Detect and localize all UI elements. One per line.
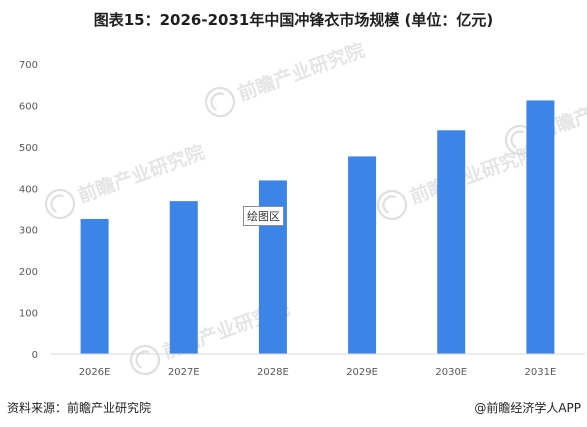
x-axis: 2026E 2027E 2028E 2029E 2030E 2031E bbox=[79, 367, 557, 378]
x-tick-label: 2027E bbox=[168, 367, 200, 378]
y-tick-label: 0 bbox=[32, 350, 38, 361]
y-tick-label: 600 bbox=[19, 101, 38, 112]
x-tick-label: 2026E bbox=[79, 367, 111, 378]
credit-note: @前瞻经济学人APP bbox=[474, 401, 581, 415]
watermark-text: 前瞻产业研究院 bbox=[235, 38, 368, 105]
y-tick-label: 700 bbox=[19, 60, 38, 71]
x-tick-label: 2028E bbox=[257, 367, 289, 378]
watermark: 前瞻产业研究院 bbox=[204, 38, 368, 118]
source-note: 资料来源：前瞻产业研究院 bbox=[7, 401, 152, 415]
bar-2029E bbox=[348, 156, 377, 354]
y-tick-label: 300 bbox=[19, 226, 38, 237]
bar-2027E bbox=[169, 201, 198, 354]
x-tick-label: 2030E bbox=[435, 367, 467, 378]
y-tick-label: 400 bbox=[19, 184, 38, 195]
x-tick-label: 2031E bbox=[525, 367, 557, 378]
y-tick-label: 200 bbox=[19, 267, 38, 278]
watermark-text: 前瞻产业研究院 bbox=[75, 140, 208, 207]
x-tick-label: 2029E bbox=[346, 367, 378, 378]
bar-2030E bbox=[437, 130, 466, 354]
plot-area-tag: 绘图区 bbox=[243, 206, 284, 226]
y-tick-label: 100 bbox=[19, 309, 38, 320]
bar-2026E bbox=[80, 218, 109, 354]
chart-title: 图表15：2026-2031年中国冲锋衣市场规模 (单位：亿元) bbox=[93, 11, 494, 29]
y-axis: 0 100 200 300 400 500 600 700 bbox=[19, 60, 38, 361]
watermark-text: 前瞻产业研究院 bbox=[407, 141, 540, 208]
bar-series bbox=[80, 100, 555, 354]
y-tick-label: 500 bbox=[19, 143, 38, 154]
bar-2031E bbox=[526, 100, 555, 354]
